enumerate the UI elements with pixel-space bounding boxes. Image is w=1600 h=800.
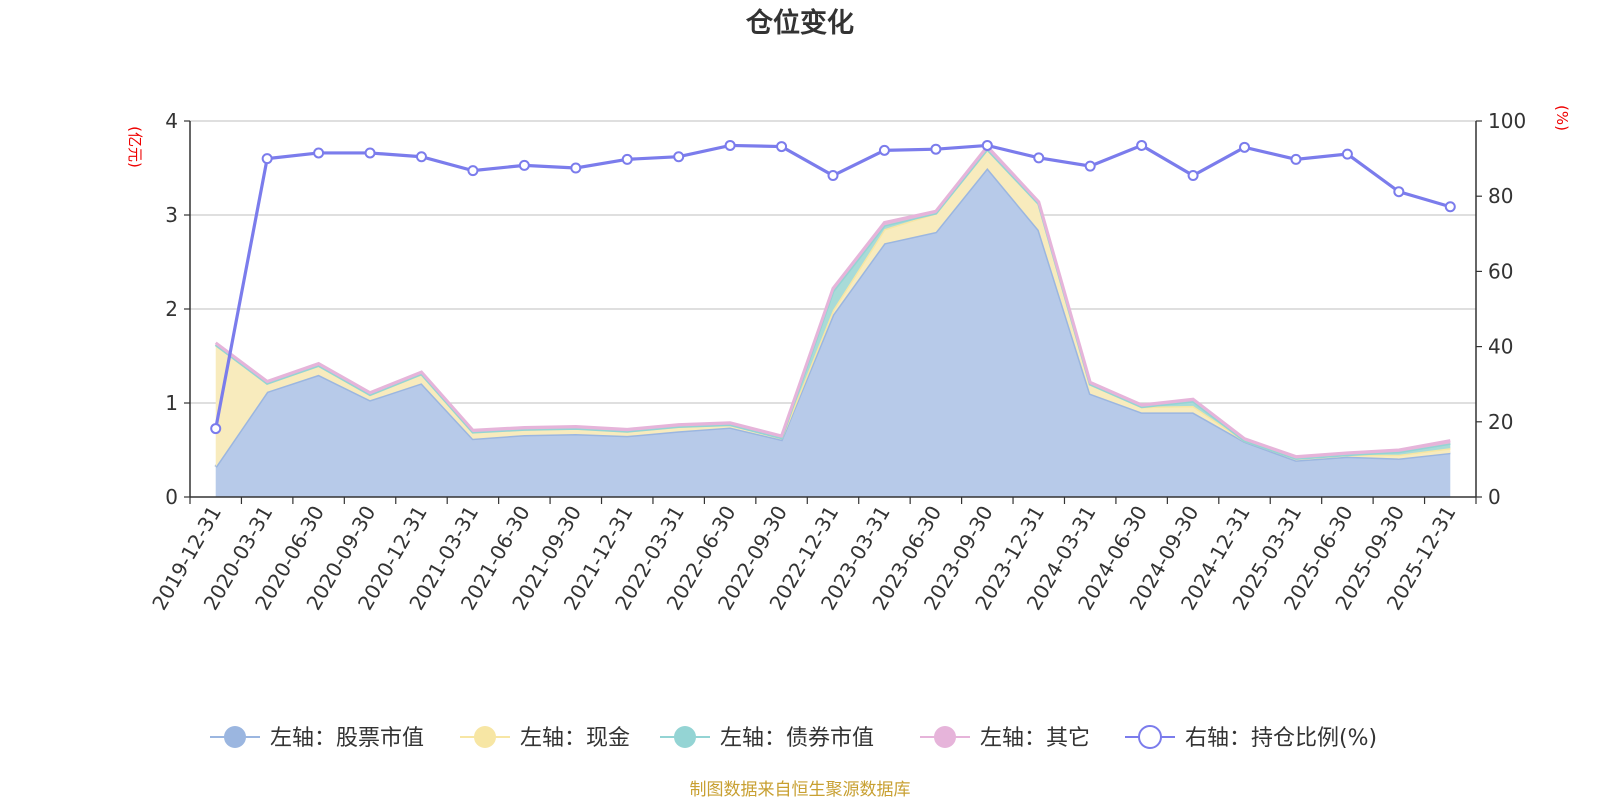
left-axis-unit: (亿元) [126,126,144,168]
ratio-point [673,151,685,163]
ratio-point [261,153,273,165]
chart-title: 仓位变化 [745,7,854,39]
legend-label: 左轴：股票市值 [270,726,424,751]
ratio-point [364,147,376,159]
ratio-point [981,139,993,151]
right-axis-tick-label: 20 [1488,410,1513,434]
ratio-point [930,143,942,155]
ratio-point [1187,170,1199,182]
right-axis-unit: (%) [1553,105,1571,131]
area-edge-3 [214,144,1451,459]
ratio-point [210,423,222,435]
legend-marker-icon [674,726,696,748]
left-axis-tick-label: 4 [165,109,178,133]
ratio-point [1136,139,1148,151]
ratio-point [1341,148,1353,160]
ratio-point [1239,141,1251,153]
left-axis-tick-label: 3 [165,203,178,227]
ratio-point [1393,186,1405,198]
ratio-point [570,162,582,174]
legend-marker-icon [934,726,956,748]
right-axis-tick-label: 80 [1488,184,1513,208]
legend-label: 左轴：债券市值 [720,726,874,751]
legend: 左轴：股票市值 左轴：现金 左轴：债券市值 左轴：其它 右轴：持仓比例(%) [210,725,1377,751]
area-2 [215,149,1451,459]
ratio-point [1084,160,1096,172]
legend-label: 左轴：现金 [520,726,630,751]
right-axis-tick-label: 100 [1488,109,1526,133]
ratio-point [467,165,479,177]
ratio-point [1033,152,1045,164]
ratio-point [724,139,736,151]
legend-marker-icon [474,726,496,748]
ratio-point [313,147,325,159]
right-axis-tick-label: 40 [1488,335,1513,359]
data-source-note: 制图数据来自恒生聚源数据库 [690,780,911,800]
ratio-point [1444,201,1456,213]
ratio-line-series [210,139,1456,435]
legend-label: 左轴：其它 [980,726,1090,751]
right-axis-tick-label: 0 [1488,485,1501,509]
ratio-point [776,141,788,153]
ratio-point [518,159,530,171]
legend-label: 右轴：持仓比例(%) [1185,726,1377,751]
area-0 [215,168,1451,497]
stacked-areas [214,144,1451,497]
ratio-point [415,151,427,163]
ratio-point [1290,153,1302,165]
ratio-point [827,170,839,182]
left-axis-tick-label: 2 [165,297,178,321]
ratio-point [878,144,890,156]
right-axis-tick-label: 60 [1488,259,1513,283]
left-axis-tick-label: 1 [165,391,178,415]
legend-marker-icon [1138,725,1162,749]
left-axis-tick-label: 0 [165,485,178,509]
ratio-point [621,153,633,165]
legend-marker-icon [224,726,246,748]
